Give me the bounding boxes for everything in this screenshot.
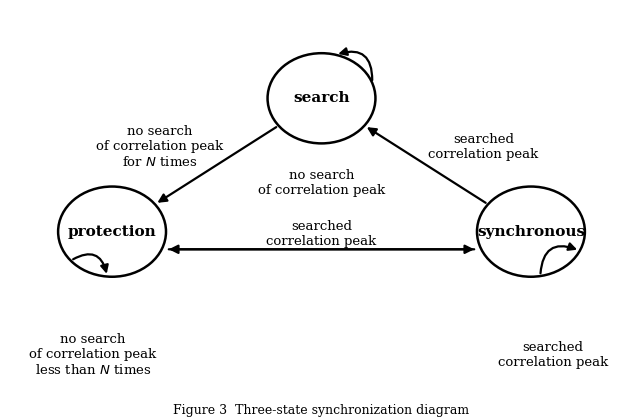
FancyArrowPatch shape xyxy=(541,244,575,273)
Text: synchronous: synchronous xyxy=(477,225,585,239)
Text: protection: protection xyxy=(68,225,156,239)
Text: no search
of correlation peak
less than $N$ times: no search of correlation peak less than … xyxy=(30,333,157,377)
Text: searched
correlation peak: searched correlation peak xyxy=(266,220,377,248)
FancyArrowPatch shape xyxy=(369,129,485,203)
FancyArrowPatch shape xyxy=(341,48,372,80)
Text: searched
correlation peak: searched correlation peak xyxy=(498,341,608,369)
FancyArrowPatch shape xyxy=(171,246,475,253)
FancyArrowPatch shape xyxy=(73,254,107,271)
Text: searched
correlation peak: searched correlation peak xyxy=(428,133,538,161)
FancyArrowPatch shape xyxy=(159,127,276,202)
Text: Figure 3  Three-state synchronization diagram: Figure 3 Three-state synchronization dia… xyxy=(174,404,469,417)
Text: search: search xyxy=(293,91,350,105)
Text: no search
of correlation peak
for $N$ times: no search of correlation peak for $N$ ti… xyxy=(96,125,223,169)
FancyArrowPatch shape xyxy=(168,246,472,253)
Text: no search
of correlation peak: no search of correlation peak xyxy=(258,168,385,197)
